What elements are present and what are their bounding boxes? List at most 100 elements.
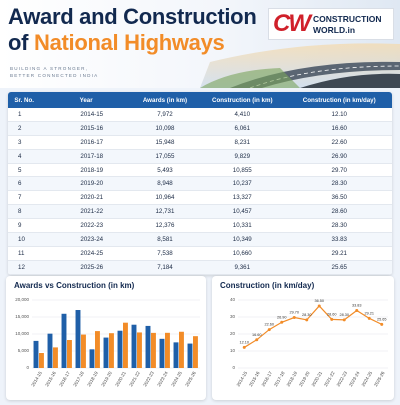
table-cell: 4 (8, 149, 41, 164)
bar (81, 334, 86, 368)
chart-panel: Awards vs Construction (in km) 0 5,000 10,0… (6, 276, 206, 400)
y-tick-label: 30 (230, 314, 236, 319)
table-cell: 9,361 (198, 260, 287, 275)
title-highlight: National Highways (33, 30, 225, 55)
table-cell: 29.21 (286, 246, 392, 261)
data-label: 28.60 (327, 312, 337, 316)
column-header: Construction (in km) (198, 92, 287, 108)
x-tick-label: 2023-24 (348, 370, 361, 387)
table-cell: 2019-20 (40, 176, 132, 192)
table-cell: 12.10 (286, 108, 392, 122)
tagline: BUILDING A STRONGER, (10, 66, 89, 71)
point (367, 316, 371, 320)
x-tick-label: 2020-21 (311, 370, 324, 387)
x-tick-label: 2021-22 (323, 370, 336, 387)
table-cell: 25.65 (286, 260, 392, 275)
table-cell: 26.90 (286, 149, 392, 164)
x-tick-label: 2022-23 (336, 370, 349, 387)
table-cell: 28.60 (286, 204, 392, 220)
x-tick-label: 2017-18 (72, 370, 85, 387)
tagline: BETTER CONNECTED INDIA (10, 73, 99, 78)
table-row: 9 2022-23 12,376 10,331 28.30 (8, 218, 392, 234)
data-label: 22.60 (264, 323, 274, 327)
table-cell: 8,948 (131, 176, 199, 192)
point (255, 338, 259, 342)
x-tick-label: 2019-20 (100, 370, 113, 387)
table-cell: 10 (8, 232, 41, 247)
data-label: 28.30 (302, 313, 312, 317)
point (292, 316, 296, 320)
point (342, 318, 346, 322)
x-tick-label: 2015-16 (44, 370, 57, 387)
table-cell: 22.60 (286, 135, 392, 150)
table-cell: 7,184 (131, 260, 199, 275)
table-cell: 8,581 (131, 232, 199, 247)
x-tick-label: 2016-17 (261, 370, 274, 387)
table-cell: 3 (8, 135, 41, 150)
bar (89, 349, 95, 368)
table-cell: 10,964 (131, 190, 199, 206)
table-cell: 9,829 (198, 149, 287, 164)
point (317, 304, 321, 308)
point (355, 308, 359, 312)
table-cell: 2017-18 (40, 149, 132, 164)
x-tick-label: 2021-22 (128, 370, 141, 387)
bar (173, 342, 179, 368)
table-cell: 2014-15 (40, 108, 132, 122)
table-cell: 5,493 (131, 163, 199, 178)
chart: Awards vs Construction (in km) 0 5,000 10,0… (14, 281, 200, 387)
x-tick-label: 2017-18 (273, 370, 286, 387)
table-cell: 10,855 (198, 163, 287, 178)
table-row: 6 2019-20 8,948 10,237 28.30 (8, 176, 392, 192)
title-line1: Award and Construction (8, 4, 257, 29)
table-cell: 33.83 (286, 232, 392, 247)
x-tick-label: 2014-15 (30, 370, 43, 387)
y-tick-label: 0 (232, 365, 235, 370)
table-row: 2 2015-16 10,098 6,061 16.60 (8, 121, 392, 136)
logo-mark: CW (273, 10, 311, 37)
logo-text: CONSTRUCTION (313, 14, 382, 24)
line (243, 305, 383, 348)
y-tick-label: 5,000 (18, 348, 30, 353)
table-cell: 28.30 (286, 218, 392, 234)
data-label: 29.70 (289, 311, 299, 315)
table-row: 8 2021-22 12,731 10,457 28.60 (8, 204, 392, 220)
table-cell: 2021-22 (40, 204, 132, 220)
data-label: 28.30 (339, 313, 349, 317)
x-tick-label: 2024-25 (170, 370, 183, 387)
x-tick-label: 2018-19 (86, 370, 99, 387)
y-tick-label: 40 (230, 297, 236, 302)
table-row: 12 2025-26 7,184 9,361 25.65 (8, 260, 392, 275)
bar (67, 340, 72, 368)
table-cell: 12,376 (131, 218, 199, 234)
bar (145, 325, 151, 368)
bar (117, 330, 123, 368)
table-cell: 2015-16 (40, 121, 132, 136)
table-cell: 10,237 (198, 176, 287, 192)
table-cell: 9 (8, 218, 41, 234)
point (330, 317, 334, 321)
bar (193, 336, 198, 368)
table-cell: 6 (8, 176, 41, 192)
table-cell: 17,055 (131, 149, 199, 164)
point (242, 345, 246, 349)
table-cell: 2016-17 (40, 135, 132, 150)
bar (33, 340, 39, 368)
bar (187, 343, 193, 368)
table-cell: 2 (8, 121, 41, 136)
data-label: 29.21 (364, 311, 374, 315)
data-label: 36.50 (314, 299, 324, 303)
title-prefix: of (8, 30, 29, 55)
table-cell: 2025-26 (40, 260, 132, 275)
bar (109, 333, 114, 368)
x-tick-label: 2025-26 (373, 370, 386, 387)
table-cell: 2020-21 (40, 190, 132, 206)
road-illustration (200, 43, 400, 88)
point (305, 318, 309, 322)
chart: Construction (in km/day) 0 10 20 30 40 2014-15… (220, 281, 388, 387)
bar (47, 333, 53, 368)
column-header: Construction (in km/day) (286, 92, 392, 108)
point (280, 320, 284, 324)
data-table: Sr. No. Year Awards (in km) Construction (i… (8, 92, 392, 275)
chart-title: Construction (in km/day) (220, 281, 315, 290)
